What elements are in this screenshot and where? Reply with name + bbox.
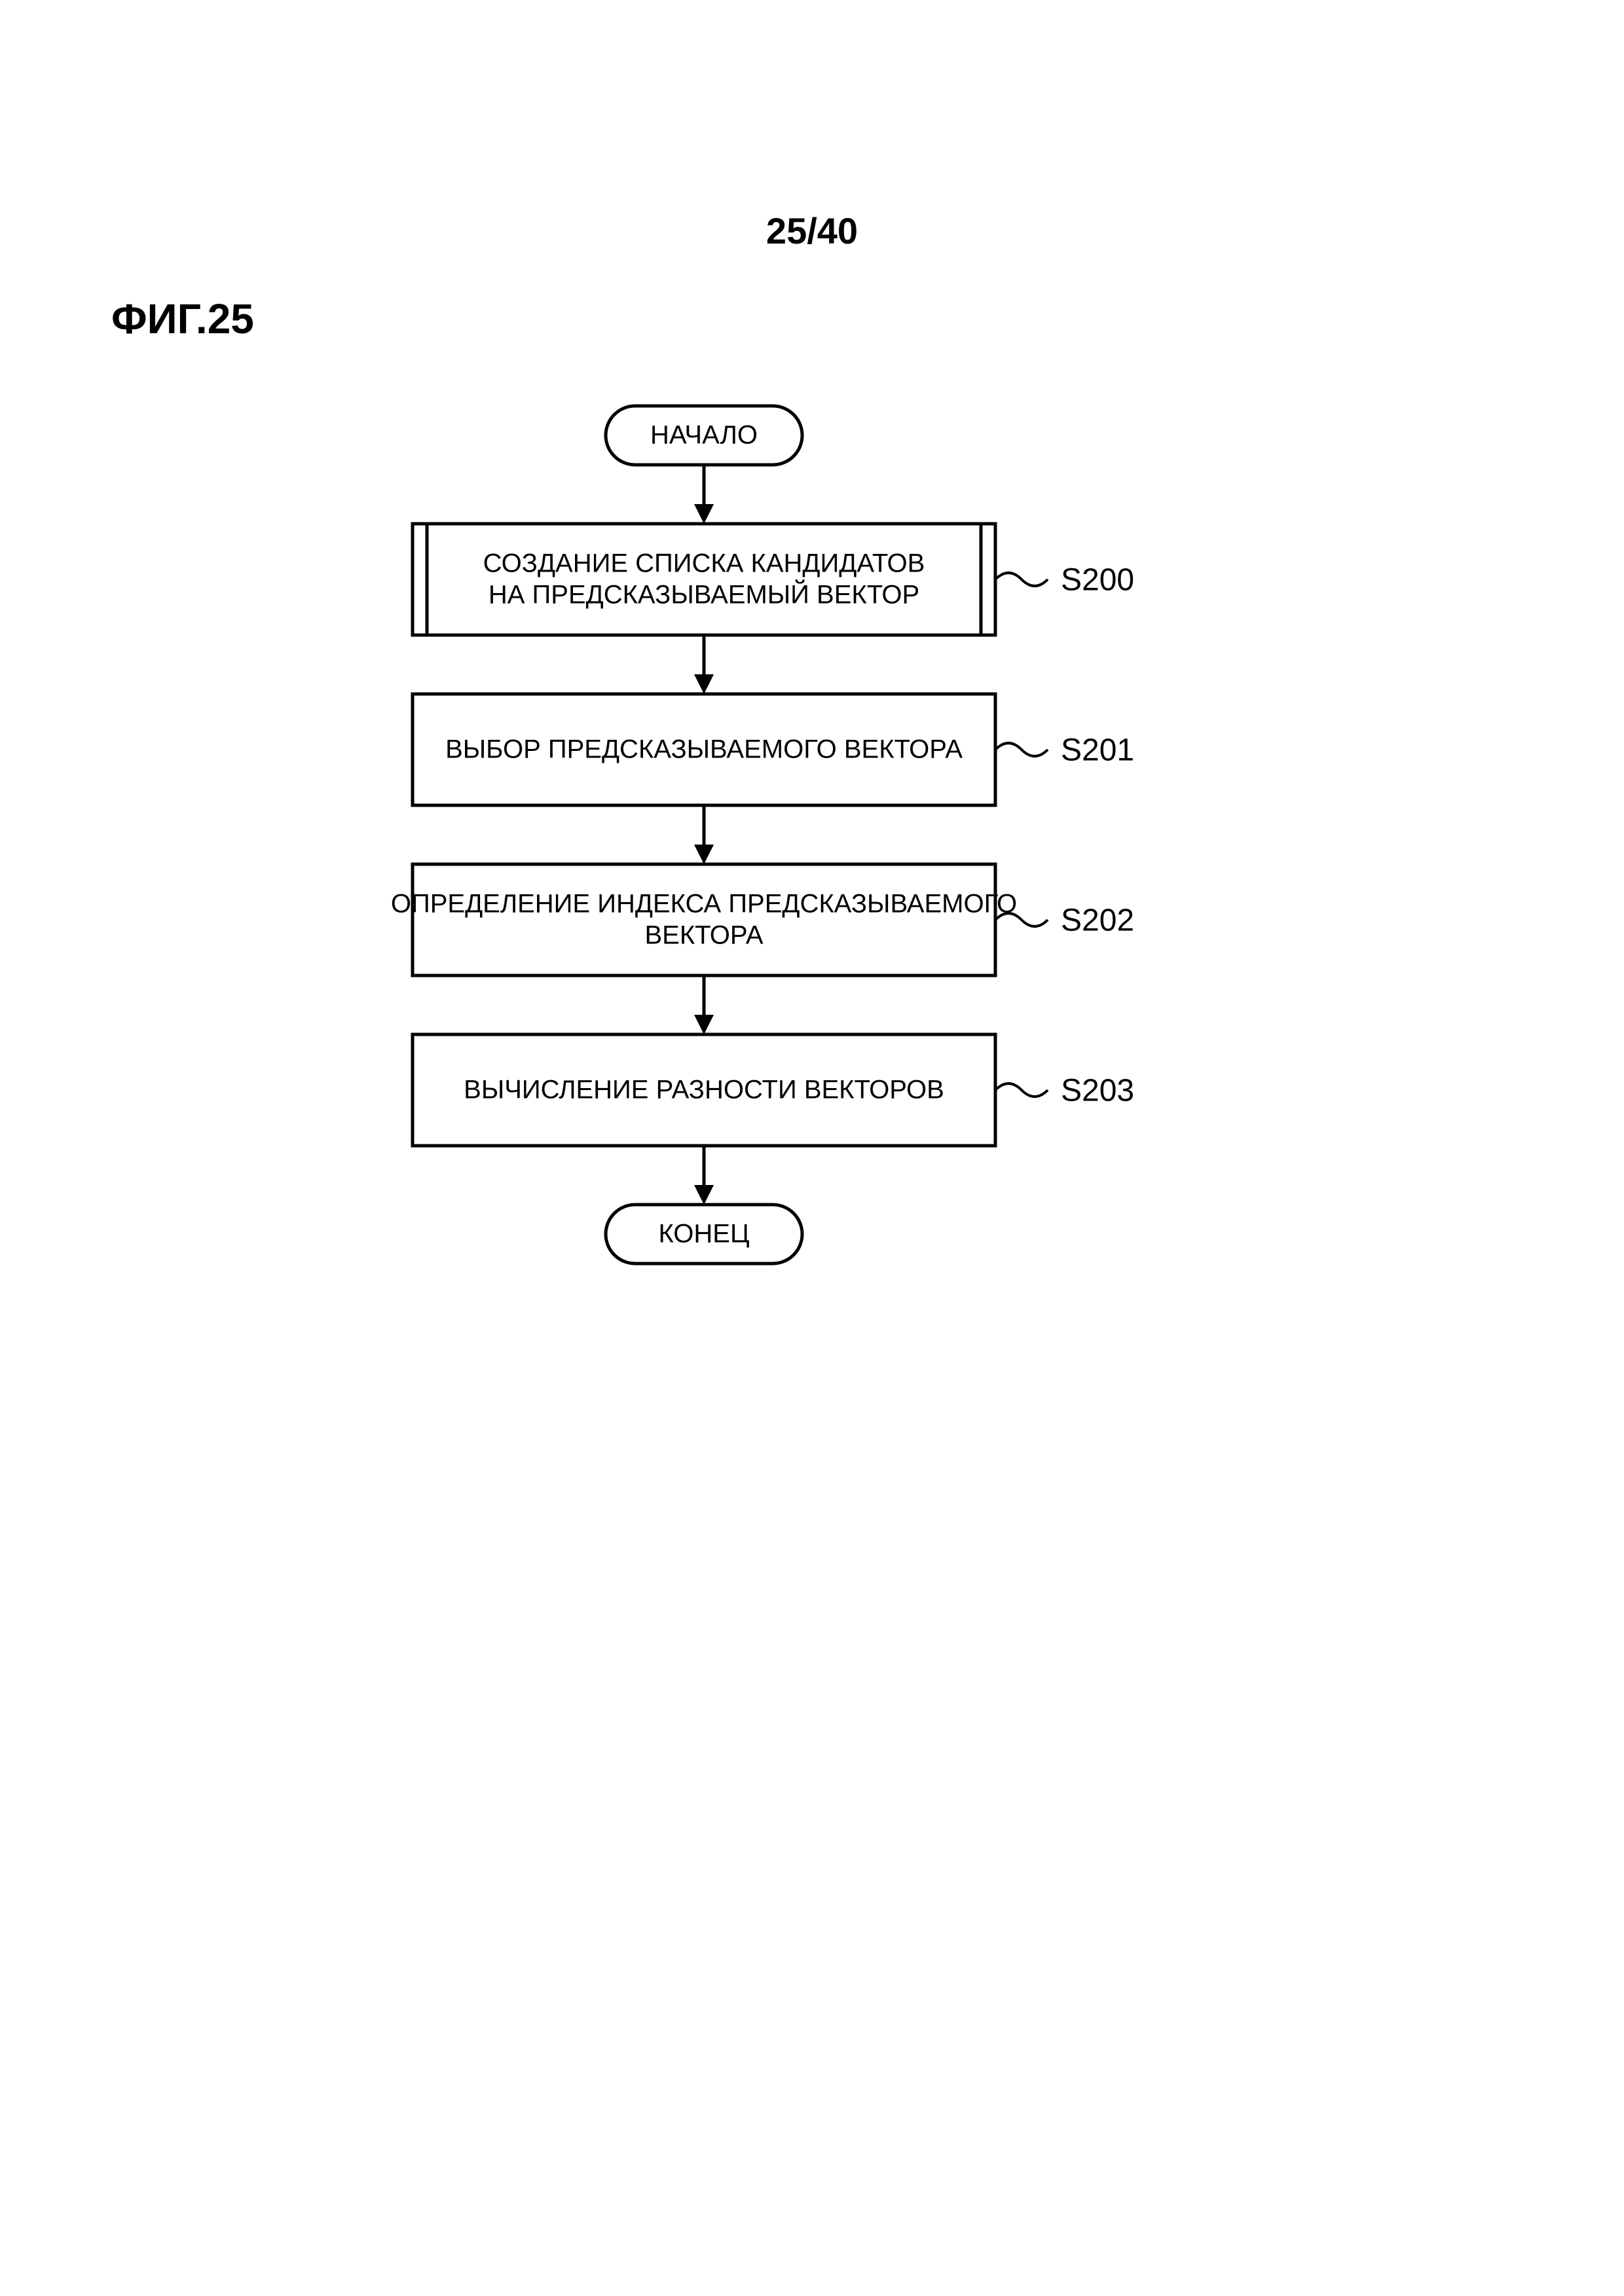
- s203-line1: ВЫЧИСЛЕНИЕ РАЗНОСТИ ВЕКТОРОВ: [464, 1076, 944, 1104]
- step-ref: S200: [1061, 563, 1134, 598]
- start-label: НАЧАЛО: [650, 421, 758, 450]
- process-s201: ВЫБОР ПРЕДСКАЗЫВАЕМОГО ВЕКТОРА: [413, 694, 995, 805]
- s200-line2: НА ПРЕДСКАЗЫВАЕМЫЙ ВЕКТОР: [489, 579, 919, 610]
- s202-line1: ОПРЕДЕЛЕНИЕ ИНДЕКСА ПРЕДСКАЗЫВАЕМОГО: [391, 890, 1017, 919]
- step-ref: S201: [1061, 733, 1134, 768]
- s200-line1: СОЗДАНИЕ СПИСКА КАНДИДАТОВ: [483, 549, 925, 578]
- page: 25/40 ФИГ.25 НАЧАЛО СОЗДАНИЕ СПИСКА КАНДИ…: [0, 0, 1624, 2296]
- flowchart: НАЧАЛО СОЗДАНИЕ СПИСКА КАНДИДАТОВНА ПРЕДС…: [0, 367, 1624, 1676]
- s202-line2: ВЕКТОРА: [644, 921, 763, 950]
- process-s203: ВЫЧИСЛЕНИЕ РАЗНОСТИ ВЕКТОРОВ: [413, 1034, 995, 1146]
- process-s200: СОЗДАНИЕ СПИСКА КАНДИДАТОВНА ПРЕДСКАЗЫВА…: [413, 524, 995, 635]
- page-number: 25/40: [0, 210, 1624, 252]
- step-ref: S202: [1061, 903, 1134, 938]
- process-s202: ОПРЕДЕЛЕНИЕ ИНДЕКСА ПРЕДСКАЗЫВАЕМОГОВЕКТ…: [391, 864, 1017, 975]
- step-ref: S203: [1061, 1074, 1134, 1108]
- end-label: КОНЕЦ: [658, 1220, 749, 1248]
- s201-line1: ВЫБОР ПРЕДСКАЗЫВАЕМОГО ВЕКТОРА: [445, 735, 963, 764]
- figure-label: ФИГ.25: [111, 295, 254, 343]
